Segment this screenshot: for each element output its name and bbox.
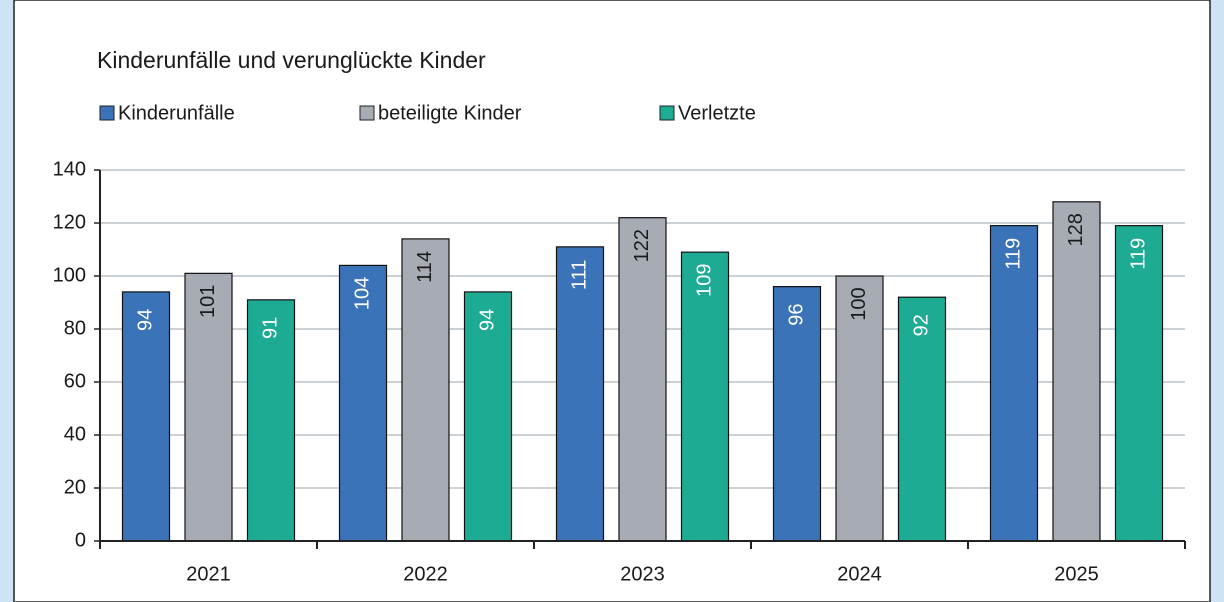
data-label: 100 bbox=[848, 287, 870, 320]
bar bbox=[555, 246, 605, 542]
y-tick-label: 60 bbox=[64, 370, 86, 392]
x-tick-label: 2025 bbox=[1054, 563, 1099, 585]
data-label: 91 bbox=[259, 317, 281, 339]
data-label: 94 bbox=[476, 309, 498, 331]
bar bbox=[401, 238, 450, 542]
data-label: 92 bbox=[910, 314, 932, 336]
data-label: 119 bbox=[1002, 238, 1024, 270]
y-tick-label: 40 bbox=[64, 423, 86, 445]
x-tick-label: 2023 bbox=[620, 563, 665, 585]
data-label: 94 bbox=[134, 309, 156, 331]
data-label: 104 bbox=[351, 277, 373, 310]
y-tick-label: 0 bbox=[75, 529, 86, 551]
chart-title: Kinderunfälle und verunglückte Kinder bbox=[97, 47, 486, 73]
bar bbox=[121, 291, 171, 542]
bar bbox=[1114, 225, 1164, 542]
data-label: 101 bbox=[197, 285, 219, 318]
data-label: 114 bbox=[414, 251, 436, 283]
y-tick-label: 120 bbox=[53, 211, 86, 233]
bar bbox=[1052, 201, 1101, 542]
legend-swatch bbox=[359, 105, 375, 121]
legend-label: beteiligte Kinder bbox=[378, 102, 522, 124]
bar bbox=[463, 291, 513, 542]
bar bbox=[835, 275, 884, 542]
legend-swatch bbox=[99, 105, 115, 121]
bar bbox=[772, 286, 822, 542]
data-label: 128 bbox=[1065, 213, 1087, 246]
x-tick-label: 2021 bbox=[186, 563, 231, 585]
bar bbox=[618, 217, 667, 542]
data-label: 109 bbox=[693, 263, 715, 296]
bar bbox=[246, 299, 296, 542]
bar bbox=[338, 264, 388, 542]
data-label: 119 bbox=[1127, 238, 1149, 270]
legend-label: Kinderunfälle bbox=[118, 102, 235, 124]
y-tick-label: 20 bbox=[64, 476, 86, 498]
data-label: 122 bbox=[631, 229, 653, 262]
bar bbox=[989, 225, 1039, 542]
y-tick-label: 140 bbox=[53, 158, 86, 180]
bar bbox=[184, 272, 233, 542]
bar bbox=[897, 296, 947, 542]
data-label: 111 bbox=[568, 260, 590, 290]
x-tick-label: 2024 bbox=[837, 563, 882, 585]
bar bbox=[680, 251, 730, 542]
data-label: 96 bbox=[785, 303, 807, 325]
legend-swatch bbox=[659, 105, 675, 121]
y-tick-label: 80 bbox=[64, 317, 86, 339]
y-tick-label: 100 bbox=[53, 264, 86, 286]
x-tick-label: 2022 bbox=[403, 563, 448, 585]
legend-label: Verletzte bbox=[678, 102, 756, 124]
